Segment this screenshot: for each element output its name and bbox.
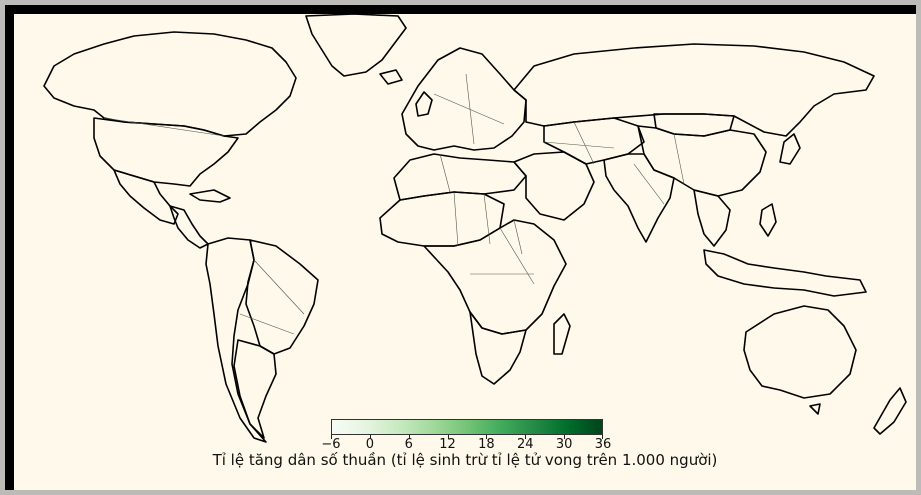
colorbar-tick-label: 36 [594,437,612,452]
colorbar-ticks: −6 0 6 12 18 24 30 36 [321,435,611,453]
colorbar-tick [525,435,527,439]
colorbar-tick [564,435,566,439]
country-borders [103,73,685,335]
colorbar-tick-label: −6 [321,437,341,452]
colorbar-tick-label: 0 [365,437,374,452]
region-sahel [379,191,505,247]
region-indonesia [703,249,867,297]
region-southern-africa [469,311,527,385]
region-mongolia [653,113,735,137]
region-united-states [93,117,239,187]
region-central-america [169,205,209,249]
region-middle-east [513,151,595,221]
region-japan [779,133,801,165]
world-map [43,14,907,443]
region-caribbean [189,189,231,203]
region-argentina [233,339,277,439]
colorbar-tick-label: 24 [517,437,534,452]
colorbar-tick-label: 30 [555,437,573,452]
region-china [637,125,767,197]
colorbar-tick [602,435,603,439]
colorbar-tick [486,435,488,439]
region-andes [205,237,267,443]
region-canada [43,31,297,137]
region-new-zealand [873,387,907,435]
region-tasmania [809,403,821,415]
colorbar-tick [408,435,410,439]
colorbar-tick [447,435,449,439]
region-europe [401,47,527,151]
colorbar-tick-label: 18 [478,437,495,452]
region-philippines [759,203,777,237]
map-frame: −6 0 6 12 18 24 30 36 Tỉ lệ tăng dân số thuần (… [5,5,916,490]
region-central-asia [543,117,645,165]
region-australia [743,305,857,399]
region-madagascar [553,313,571,355]
map-canvas: −6 0 6 12 18 24 30 36 Tỉ lệ tăng dân số thuần (… [14,14,916,490]
colorbar-tick [369,435,371,439]
map-caption: Tỉ lệ tăng dân số thuần (tỉ lệ sinh trừ … [212,451,718,469]
region-central-africa [423,219,567,335]
region-greenland [305,14,407,77]
region-uk [415,91,433,117]
region-mexico [113,169,179,225]
colorbar-tick-label: 6 [404,437,413,452]
colorbar-tick-label: 12 [439,437,456,452]
colorbar-tick [331,435,332,439]
region-brazil [245,239,319,355]
region-southeast-asia [693,189,731,247]
region-iceland [379,69,403,85]
colorbar [331,419,603,435]
region-india [603,153,675,243]
